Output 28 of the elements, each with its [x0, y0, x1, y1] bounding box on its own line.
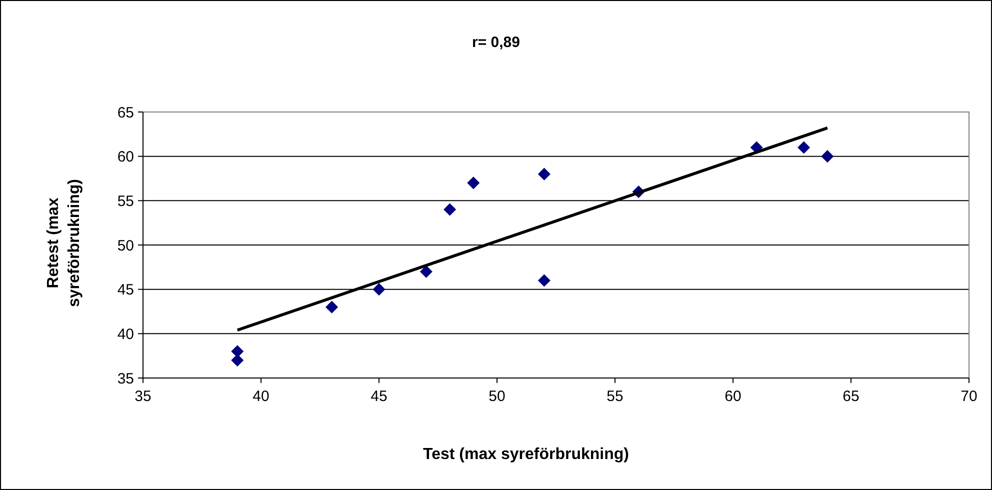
y-tick-label: 50	[117, 237, 134, 254]
x-tick-label: 40	[252, 388, 270, 405]
point	[372, 283, 386, 296]
point	[444, 203, 456, 216]
x-tick-label: 45	[370, 388, 388, 405]
point	[538, 274, 550, 287]
point	[420, 265, 432, 278]
point	[231, 354, 244, 367]
x-tick-label: 35	[134, 388, 152, 405]
point	[467, 176, 480, 190]
point	[538, 168, 550, 180]
y-tick-label: 55	[117, 192, 134, 210]
y-tick-label: 35	[117, 370, 134, 388]
x-tick-label: 70	[960, 388, 978, 405]
point	[326, 300, 338, 314]
point	[821, 150, 834, 163]
x-tick-label: 50	[488, 388, 506, 405]
y-tick-label: 60	[117, 148, 134, 166]
x-tick-label: 65	[842, 388, 860, 405]
x-tick-label: 55	[606, 388, 624, 405]
chart-title: r= 0,89	[472, 34, 520, 51]
y-tick-label: 40	[117, 326, 134, 343]
y-axis-title: Retest (max syreförbrukning)	[45, 178, 83, 308]
x-tick-label: 60	[724, 388, 742, 405]
x-axis-title: Test (max syreförbrukning)	[423, 446, 629, 463]
y-tick-label: 65	[117, 104, 134, 122]
y-tick-label: 45	[117, 282, 134, 299]
point	[798, 141, 810, 154]
